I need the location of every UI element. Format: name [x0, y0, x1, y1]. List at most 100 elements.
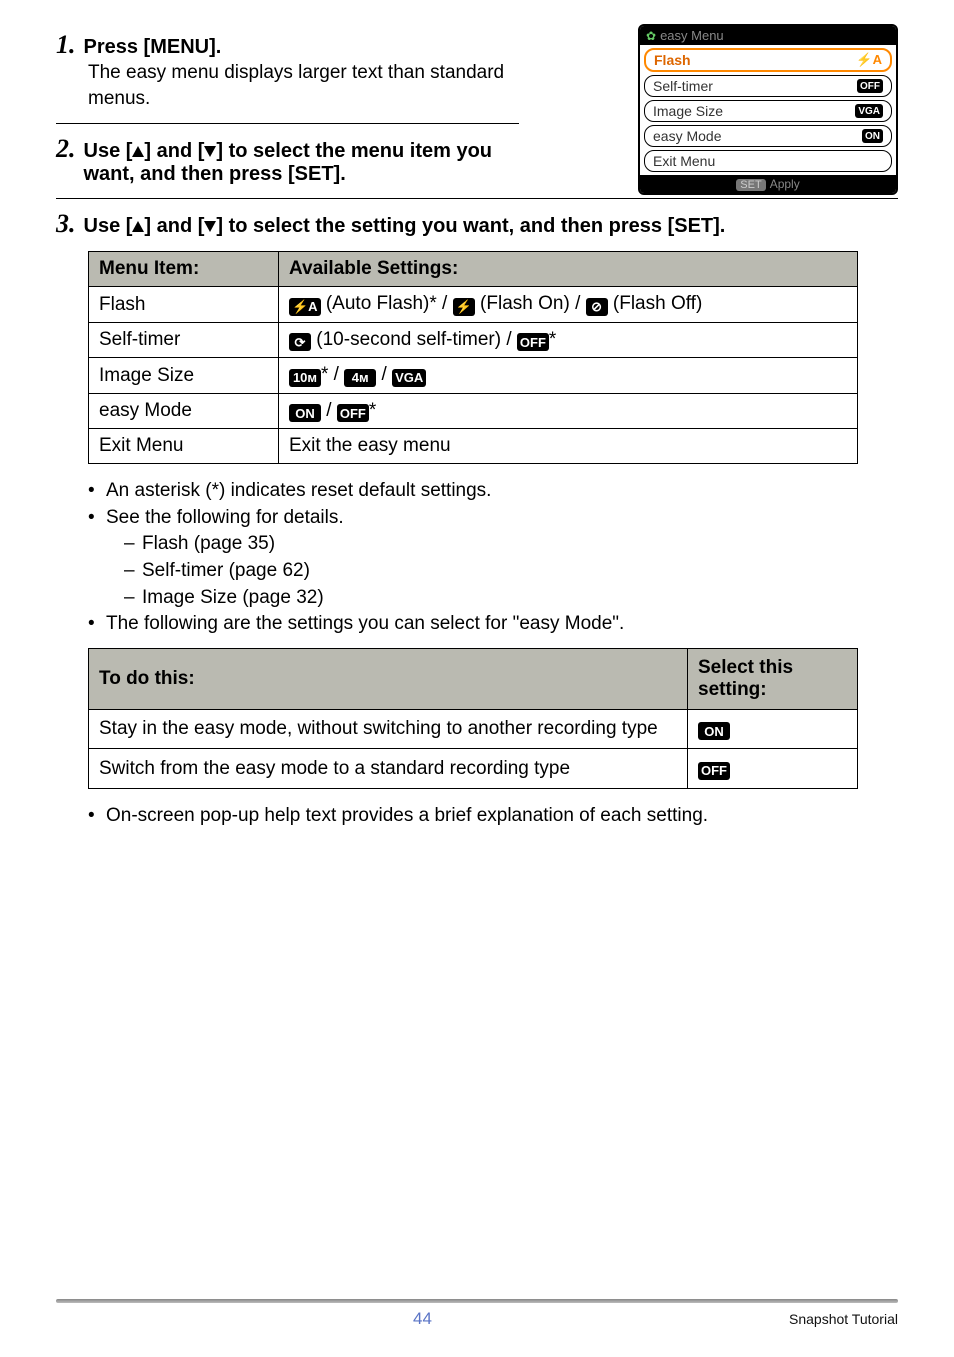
cell-value: ON / OFF*: [279, 393, 858, 429]
off-icon: OFF: [857, 79, 883, 93]
text: * /: [321, 364, 344, 385]
arrow-up-icon: [132, 221, 144, 232]
cell-value: ⟳ (10-second self-timer) / OFF*: [279, 322, 858, 358]
page-number: 44: [413, 1309, 432, 1329]
table-row: Self-timer ⟳ (10-second self-timer) / OF…: [89, 322, 858, 358]
screenshot-title: easy Menu: [660, 28, 724, 43]
cell-value: Exit the easy menu: [279, 429, 858, 464]
timer-icon: ⟳: [289, 333, 311, 351]
table-row: Flash ⚡A (Auto Flash)* / ⚡ (Flash On) / …: [89, 287, 858, 323]
text: /: [321, 400, 337, 421]
screenshot-row-easymode: easy Mode ON: [644, 125, 892, 147]
screenshot-row-exit: Exit Menu: [644, 150, 892, 172]
size-4m-icon: 4ᴍ: [344, 369, 376, 387]
cell-label: easy Mode: [89, 393, 279, 429]
cell-label: Exit Menu: [89, 429, 279, 464]
flash-auto-icon: ⚡A: [289, 298, 321, 316]
screenshot-row-label: Flash: [654, 52, 691, 68]
apply-label: Apply: [770, 177, 800, 191]
table-header: Select this setting:: [688, 648, 858, 709]
cell-label: Switch from the easy mode to a standard …: [89, 749, 688, 789]
step-body: The easy menu displays larger text than …: [88, 60, 551, 111]
text: (Flash Off): [608, 293, 703, 314]
screenshot-row-label: Self-timer: [653, 78, 713, 94]
step-divider: [56, 198, 898, 199]
screenshot-row-label: Exit Menu: [653, 153, 715, 169]
screenshot-row-imagesize: Image Size VGA: [644, 100, 892, 122]
table-row: Stay in the easy mode, without switching…: [89, 709, 858, 749]
sub-list: Flash (page 35) Self-timer (page 62) Ima…: [124, 531, 898, 611]
easy-mode-table: To do this: Select this setting: Stay in…: [88, 648, 858, 789]
list-item: See the following for details. Flash (pa…: [88, 505, 898, 611]
off-icon: OFF: [517, 333, 549, 351]
cell-label: Image Size: [89, 358, 279, 394]
on-icon: ON: [862, 129, 883, 143]
screenshot-row-flash: Flash ⚡A: [644, 48, 892, 72]
on-icon: ON: [698, 722, 730, 740]
size-10m-icon: 10ᴍ: [289, 369, 321, 387]
off-icon: OFF: [698, 762, 730, 780]
notes-list-2: On-screen pop-up help text provides a br…: [88, 803, 898, 830]
screenshot-row-label: Image Size: [653, 103, 723, 119]
flash-on-icon: ⚡: [453, 298, 475, 316]
cell-label: Stay in the easy mode, without switching…: [89, 709, 688, 749]
cell-value: ⚡A (Auto Flash)* / ⚡ (Flash On) / ⊘ (Fla…: [279, 287, 858, 323]
screenshot-footer: SET Apply: [640, 175, 896, 193]
table-row: easy Mode ON / OFF*: [89, 393, 858, 429]
footer-section: Snapshot Tutorial: [789, 1311, 898, 1327]
arrow-down-icon: [204, 146, 216, 157]
text: (10-second self-timer) /: [311, 329, 517, 350]
step-number: 3.: [56, 209, 76, 239]
arrow-down-icon: [204, 221, 216, 232]
table-row: Image Size 10ᴍ* / 4ᴍ / VGA: [89, 358, 858, 394]
list-item: The following are the settings you can s…: [88, 611, 898, 638]
cell-label: Flash: [89, 287, 279, 323]
list-item: An asterisk (*) indicates reset default …: [88, 478, 898, 505]
text: Use [: [84, 140, 133, 162]
flash-auto-icon: ⚡A: [856, 52, 882, 68]
list-item: Self-timer (page 62): [124, 558, 898, 585]
text: ] and [: [144, 215, 204, 237]
easy-menu-screenshot: ✿ easy Menu Flash ⚡A Self-timer OFF Image…: [638, 24, 898, 195]
text: ] to select the setting you want, and th…: [216, 215, 725, 237]
list-item: Flash (page 35): [124, 531, 898, 558]
flower-icon: ✿: [646, 29, 656, 43]
text: On-screen pop-up help text provides a br…: [106, 805, 708, 826]
set-button-label: SET: [736, 179, 765, 191]
text: Self-timer (page 62): [142, 560, 310, 581]
footer-rule: [56, 1299, 898, 1303]
cell-value: 10ᴍ* / 4ᴍ / VGA: [279, 358, 858, 394]
table-row: Exit Menu Exit the easy menu: [89, 429, 858, 464]
cell-label: Self-timer: [89, 322, 279, 358]
list-item: On-screen pop-up help text provides a br…: [88, 803, 898, 830]
text: (Flash On) /: [475, 293, 586, 314]
step-number: 1.: [56, 30, 76, 60]
table-header: To do this:: [89, 648, 688, 709]
text: An asterisk (*) indicates reset default …: [106, 480, 491, 501]
screenshot-row-label: easy Mode: [653, 128, 721, 144]
text: /: [376, 364, 392, 385]
menu-settings-table: Menu Item: Available Settings: Flash ⚡A …: [88, 251, 858, 464]
text: (Auto Flash)* /: [321, 293, 453, 314]
text: See the following for details.: [106, 507, 344, 528]
step-title: Press [MENU].: [84, 36, 222, 59]
vga-icon: VGA: [855, 104, 883, 118]
step-title: Use [] and [] to select the setting you …: [84, 215, 726, 238]
step-3: 3. Use [] and [] to select the setting y…: [56, 209, 898, 239]
size-vga-icon: VGA: [392, 369, 426, 387]
list-item: Image Size (page 32): [124, 585, 898, 612]
on-icon: ON: [289, 404, 321, 422]
text: *: [369, 400, 376, 421]
arrow-up-icon: [132, 146, 144, 157]
screenshot-titlebar: ✿ easy Menu: [640, 26, 896, 45]
page-footer: 44 Snapshot Tutorial: [0, 1299, 954, 1329]
screenshot-row-selftimer: Self-timer OFF: [644, 75, 892, 97]
table-header: Menu Item:: [89, 252, 279, 287]
table-row: Switch from the easy mode to a standard …: [89, 749, 858, 789]
table-header: Available Settings:: [279, 252, 858, 287]
text: Image Size (page 32): [142, 587, 324, 608]
flash-off-icon: ⊘: [586, 298, 608, 316]
text: Flash (page 35): [142, 533, 275, 554]
step-number: 2.: [56, 134, 76, 164]
text: *: [549, 329, 556, 350]
